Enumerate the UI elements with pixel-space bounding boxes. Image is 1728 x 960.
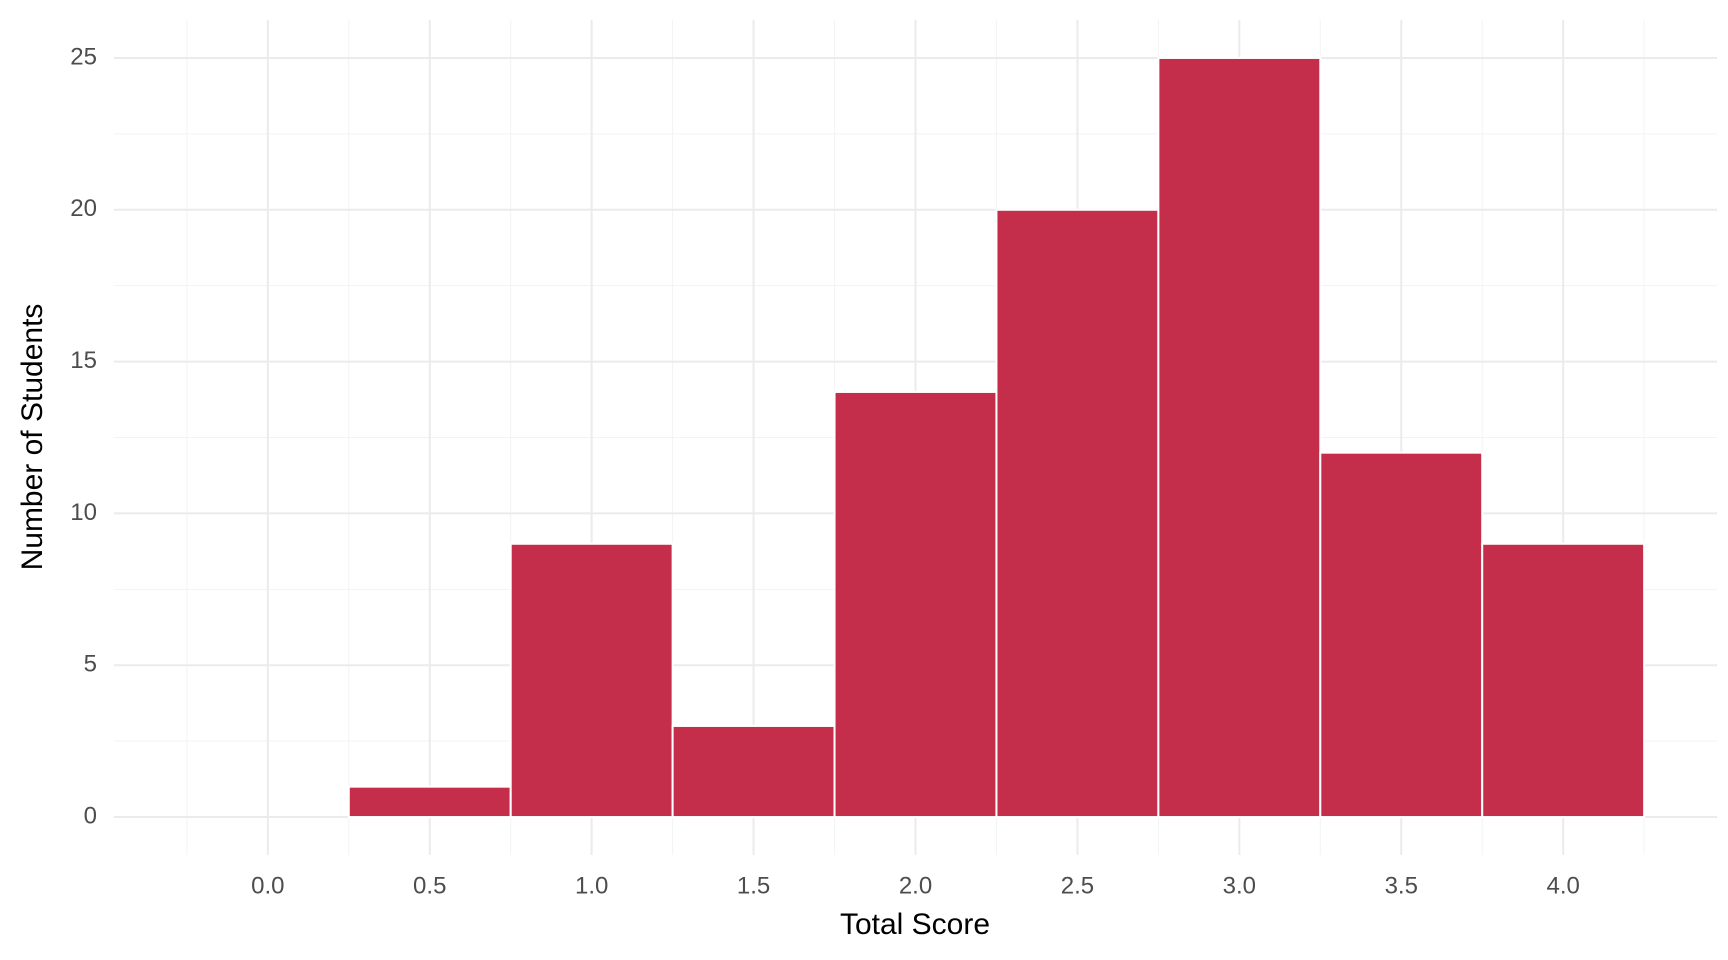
x-tick-label: 0.0 xyxy=(251,872,284,899)
y-tick-label: 25 xyxy=(70,43,97,70)
bar xyxy=(995,208,1160,819)
y-tick-label: 0 xyxy=(84,802,97,829)
bar xyxy=(833,390,998,819)
y-tick-label: 20 xyxy=(70,195,97,222)
x-tick-label: 1.5 xyxy=(737,872,770,899)
x-tick-label: 4.0 xyxy=(1546,872,1579,899)
x-tick-label: 2.0 xyxy=(899,872,932,899)
bar xyxy=(347,785,512,819)
bar xyxy=(509,542,674,819)
bar xyxy=(1481,542,1646,819)
x-tick-label: 3.5 xyxy=(1385,872,1418,899)
bar xyxy=(671,724,836,819)
y-tick-label: 15 xyxy=(70,347,97,374)
bar xyxy=(1157,56,1322,819)
y-axis-title: Number of Students xyxy=(16,304,49,571)
bar xyxy=(1319,451,1484,819)
x-axis-title: Total Score xyxy=(840,908,990,941)
x-tick-label: 0.5 xyxy=(413,872,446,899)
y-tick-label: 10 xyxy=(70,499,97,526)
x-tick-label: 1.0 xyxy=(575,872,608,899)
y-tick-label: 5 xyxy=(84,651,97,678)
x-tick-label: 2.5 xyxy=(1061,872,1094,899)
x-tick-label: 3.0 xyxy=(1223,872,1256,899)
